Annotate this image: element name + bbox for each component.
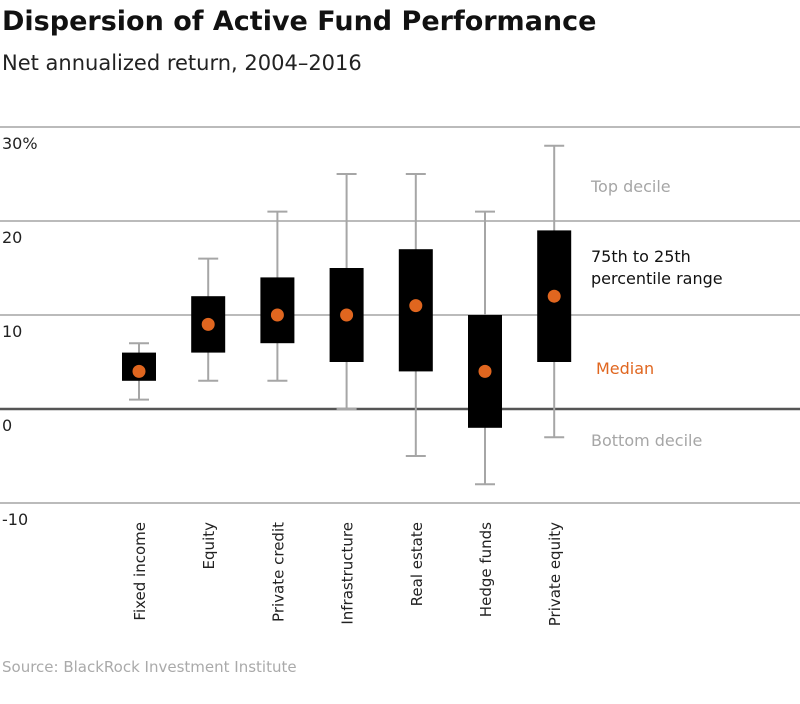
median-dot bbox=[270, 308, 284, 322]
x-tick-label: Real estate bbox=[408, 522, 426, 606]
y-tick-label: 0 bbox=[2, 416, 12, 435]
x-tick-label: Hedge funds bbox=[477, 522, 495, 617]
y-tick-label: 20 bbox=[2, 228, 22, 247]
legend-bottom-decile: Bottom decile bbox=[591, 431, 702, 450]
median-dot bbox=[547, 289, 561, 303]
median-dot bbox=[340, 308, 354, 322]
median-dot bbox=[201, 317, 215, 331]
x-tick-label: Private credit bbox=[269, 522, 287, 622]
median-dot bbox=[132, 364, 146, 378]
chart-subtitle: Net annualized return, 2004–2016 bbox=[2, 51, 362, 75]
x-tick-label: Infrastructure bbox=[339, 522, 357, 625]
x-tick-label: Fixed income bbox=[131, 522, 149, 621]
median-dot bbox=[478, 364, 492, 378]
x-tick-label: Equity bbox=[200, 522, 218, 570]
x-tick-label: Private equity bbox=[546, 522, 564, 626]
legend-range: 75th to 25th bbox=[591, 247, 691, 266]
y-tick-label: -10 bbox=[2, 510, 28, 529]
chart-title: Dispersion of Active Fund Performance bbox=[2, 6, 596, 37]
source: Source: BlackRock Investment Institute bbox=[2, 658, 297, 676]
y-tick-label: 30% bbox=[2, 134, 38, 153]
median-dot bbox=[409, 299, 423, 313]
legend-median: Median bbox=[596, 359, 654, 378]
legend-range: percentile range bbox=[591, 269, 723, 288]
legend-top-decile: Top decile bbox=[590, 177, 671, 196]
y-tick-label: 10 bbox=[2, 322, 22, 341]
